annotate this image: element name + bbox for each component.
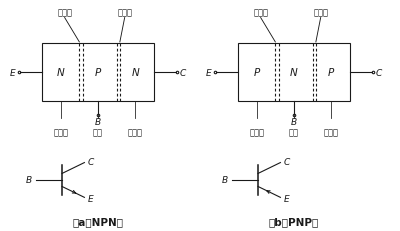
Bar	[238, 44, 350, 102]
Text: 基区: 基区	[93, 128, 103, 137]
Text: P: P	[95, 68, 101, 78]
Bar	[42, 44, 154, 102]
Text: N: N	[57, 68, 64, 78]
Text: 发射区: 发射区	[53, 128, 68, 137]
Text: B: B	[26, 176, 32, 185]
Text: E: E	[206, 68, 212, 77]
Text: C: C	[88, 157, 94, 166]
Text: C: C	[376, 68, 382, 77]
Text: 发射区: 发射区	[249, 128, 264, 137]
Text: 集电结: 集电结	[117, 8, 132, 17]
Text: 发射结: 发射结	[253, 8, 268, 17]
Text: E: E	[88, 194, 93, 203]
Text: B: B	[291, 117, 297, 126]
Text: E: E	[284, 194, 289, 203]
Text: 集电区: 集电区	[128, 128, 143, 137]
Text: C: C	[284, 157, 290, 166]
Text: 基区: 基区	[289, 128, 299, 137]
Text: P: P	[328, 68, 334, 78]
Text: B: B	[95, 117, 101, 126]
Text: （a）NPN型: （a）NPN型	[72, 216, 124, 226]
Text: P: P	[254, 68, 260, 78]
Text: C: C	[180, 68, 186, 77]
Text: 集电区: 集电区	[324, 128, 339, 137]
Text: E: E	[10, 68, 16, 77]
Text: N: N	[132, 68, 139, 78]
Text: （b）PNP型: （b）PNP型	[269, 216, 319, 226]
Text: 发射结: 发射结	[57, 8, 72, 17]
Text: 集电结: 集电结	[313, 8, 328, 17]
Text: B: B	[222, 176, 228, 185]
Text: N: N	[290, 68, 298, 78]
